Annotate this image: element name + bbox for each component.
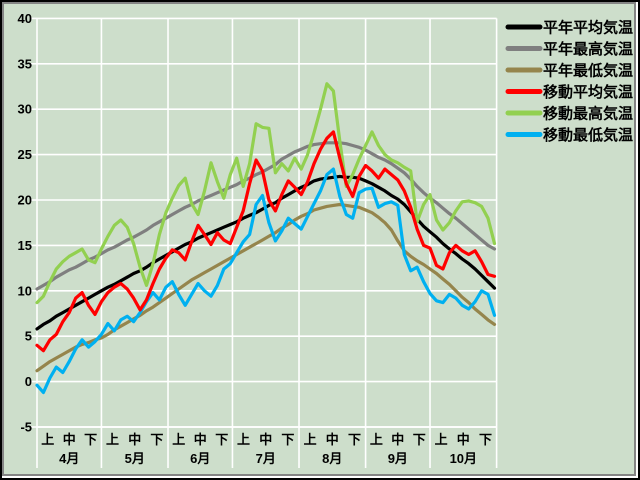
- series-line-6: [35, 167, 497, 395]
- x-period-label: 上: [304, 432, 317, 447]
- series-line-2: [35, 141, 497, 291]
- legend-label: 平年最高気温: [543, 40, 633, 58]
- x-month-label: 8月: [322, 451, 342, 466]
- x-period-label: 中: [457, 432, 470, 447]
- x-month-label: 4月: [59, 451, 79, 466]
- x-period-label: 上: [41, 432, 54, 447]
- x-period-label: 中: [128, 432, 141, 447]
- x-period-label: 中: [259, 432, 272, 447]
- x-period-label: 上: [370, 432, 383, 447]
- x-period-label: 下: [84, 432, 97, 447]
- legend-label: 移動最低気温: [543, 126, 633, 144]
- x-period-label: 上: [172, 432, 185, 447]
- y-axis-label: 30: [18, 102, 32, 117]
- x-period-label: 中: [326, 432, 339, 447]
- x-month-label: 10月: [450, 451, 477, 466]
- y-axis-label: 10: [18, 283, 32, 298]
- x-period-label: 下: [348, 432, 361, 447]
- x-period-label: 下: [479, 432, 492, 447]
- y-axis-label: 5: [25, 329, 32, 344]
- y-axis-label: 20: [18, 193, 32, 208]
- chart-background: [4, 4, 634, 474]
- x-period-label: 下: [281, 432, 294, 447]
- x-period-label: 下: [150, 432, 163, 447]
- x-period-label: 下: [215, 432, 228, 447]
- x-period-label: 上: [106, 432, 119, 447]
- x-month-label: 6月: [190, 451, 210, 466]
- x-period-label: 下: [413, 432, 426, 447]
- y-axis-label: -5: [20, 420, 32, 435]
- gridlines: [30, 17, 498, 468]
- legend-label: 移動平均気温: [543, 83, 633, 101]
- x-month-label: 7月: [256, 451, 276, 466]
- x-period-label: 中: [391, 432, 404, 447]
- x-period-label: 中: [63, 432, 76, 447]
- series-line-5: [35, 82, 497, 305]
- x-month-label: 9月: [388, 451, 408, 466]
- y-axis-label: 40: [18, 11, 32, 26]
- x-month-label: 5月: [125, 451, 145, 466]
- y-axis-label: 15: [18, 238, 32, 253]
- x-period-label: 中: [194, 432, 207, 447]
- y-axis-label: 0: [25, 374, 32, 389]
- y-axis-label: 25: [18, 147, 32, 162]
- legend-label: 移動最高気温: [543, 105, 633, 123]
- y-axis-label: 35: [18, 56, 32, 71]
- legend-label: 平年平均気温: [543, 19, 633, 37]
- series-line-4: [35, 130, 497, 353]
- x-period-label: 上: [237, 432, 250, 447]
- legend-label: 平年最低気温: [543, 62, 633, 80]
- x-period-label: 上: [435, 432, 448, 447]
